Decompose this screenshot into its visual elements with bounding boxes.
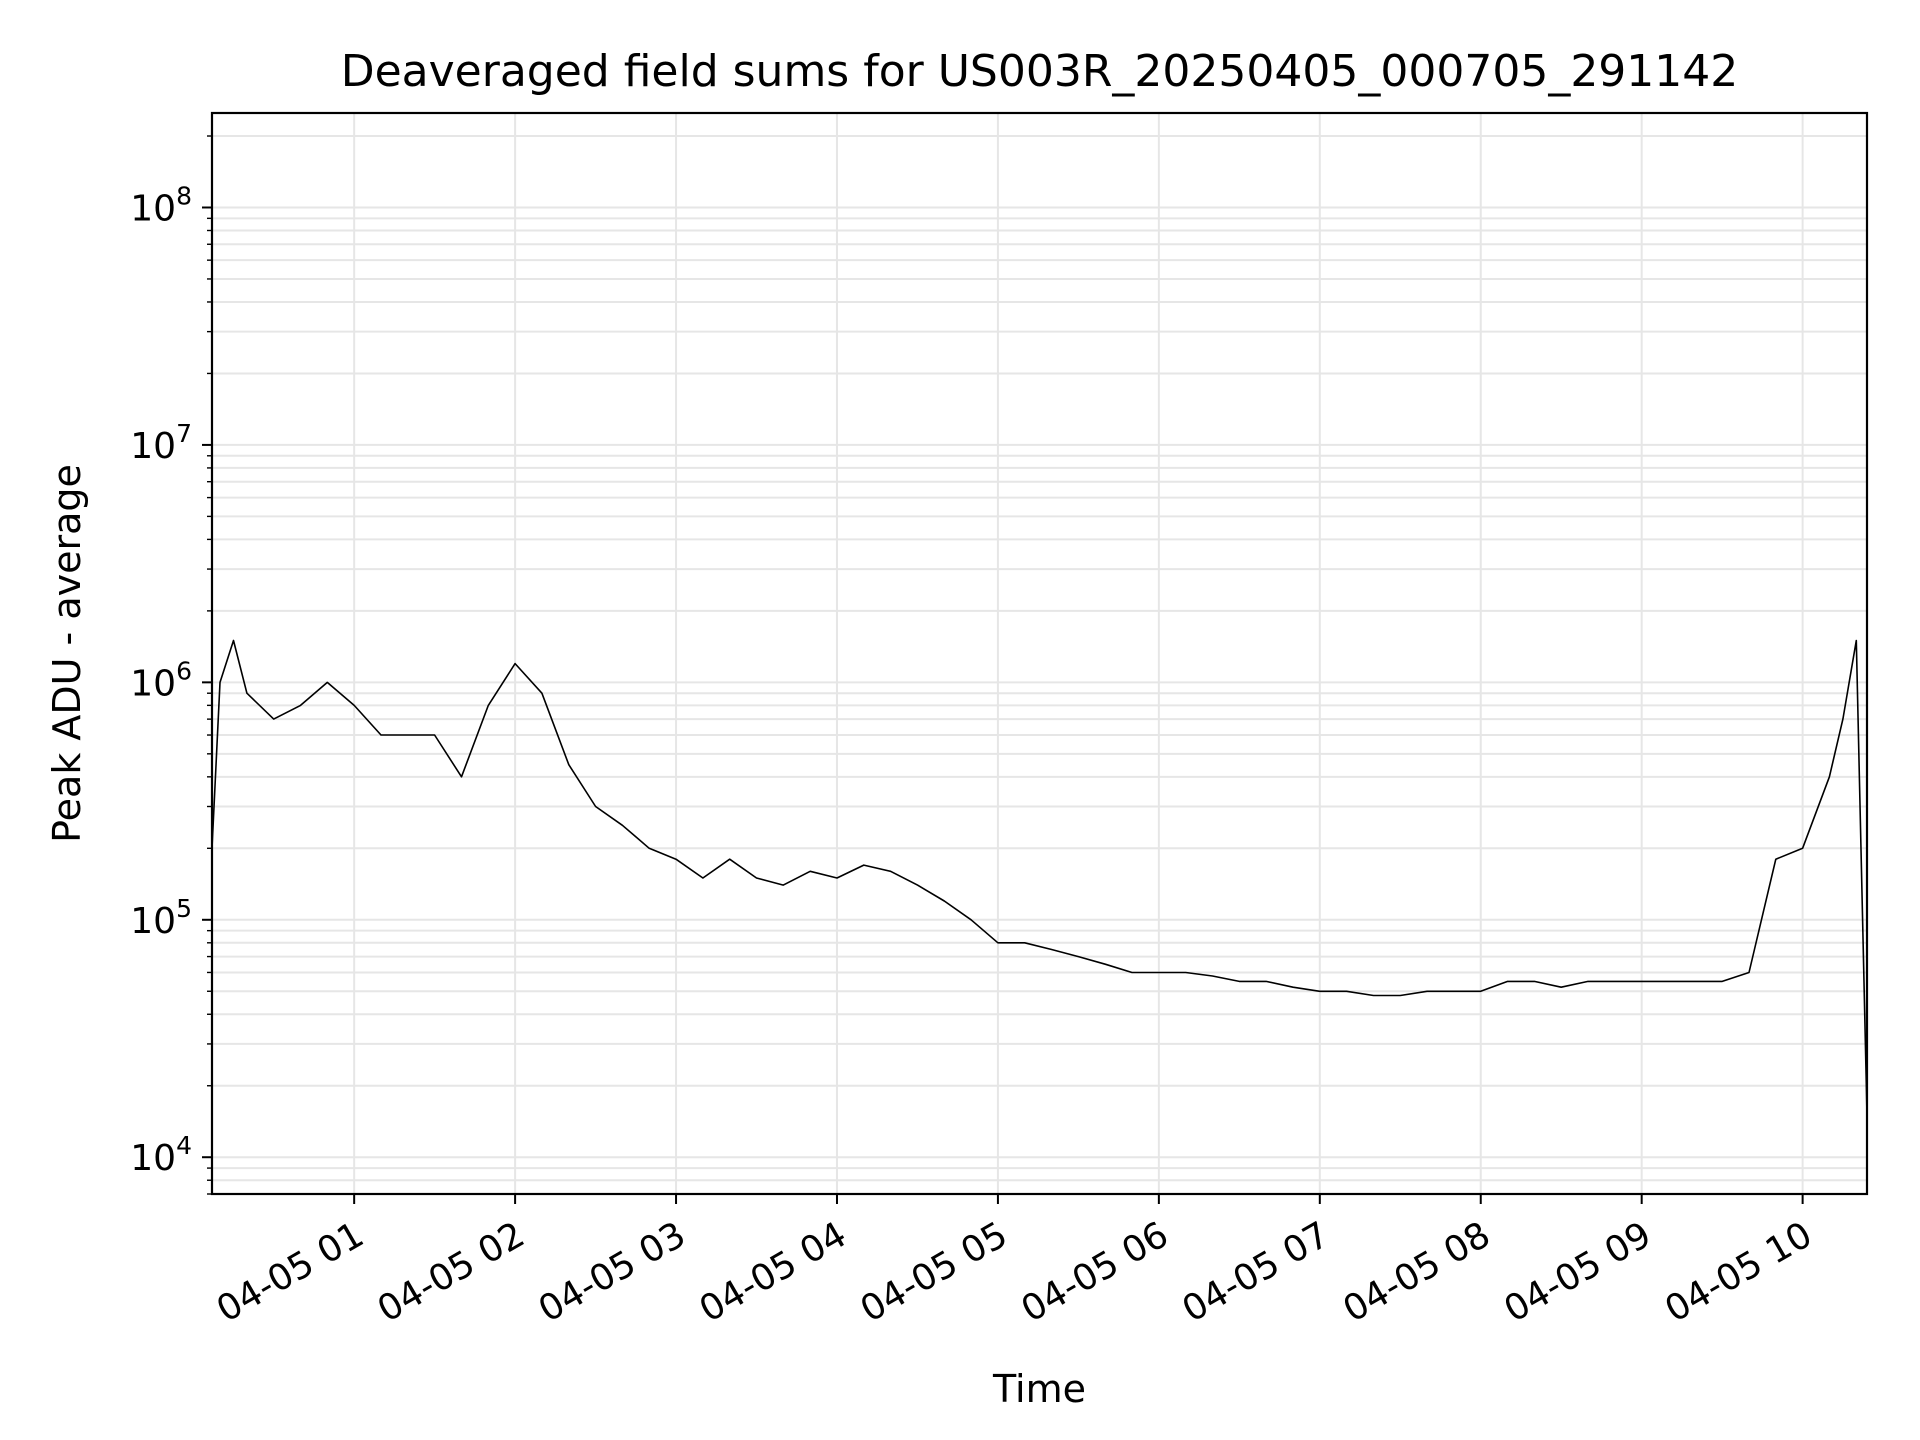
y-tick-exponent: 4 [176, 1131, 192, 1160]
y-tick-exponent: 5 [176, 894, 192, 923]
y-tick-base: 10 [130, 188, 176, 229]
x-axis-label: Time [992, 1367, 1086, 1411]
y-axis-label: Peak ADU - average [45, 464, 89, 843]
plot-frame [210, 111, 1869, 1196]
grid [212, 113, 1867, 1195]
axis-ticks [202, 135, 1804, 1204]
series-line-0 [211, 639, 1868, 1116]
series [211, 639, 1868, 1116]
y-tick-label: 106 [130, 656, 192, 704]
chart-title: Deaveraged field sums for US003R_2025040… [341, 46, 1739, 97]
y-tick-base: 10 [130, 1138, 176, 1179]
y-tick-base: 10 [130, 426, 176, 467]
y-tick-base: 10 [130, 901, 176, 942]
y-tick-label: 105 [130, 894, 192, 942]
y-tick-base: 10 [130, 663, 176, 704]
y-tick-exponent: 8 [176, 181, 192, 210]
y-tick-exponent: 6 [176, 656, 192, 685]
y-tick-label: 104 [130, 1131, 192, 1179]
y-tick-label: 107 [130, 419, 192, 467]
y-tick-exponent: 7 [176, 419, 192, 448]
y-tick-label: 108 [130, 181, 192, 229]
